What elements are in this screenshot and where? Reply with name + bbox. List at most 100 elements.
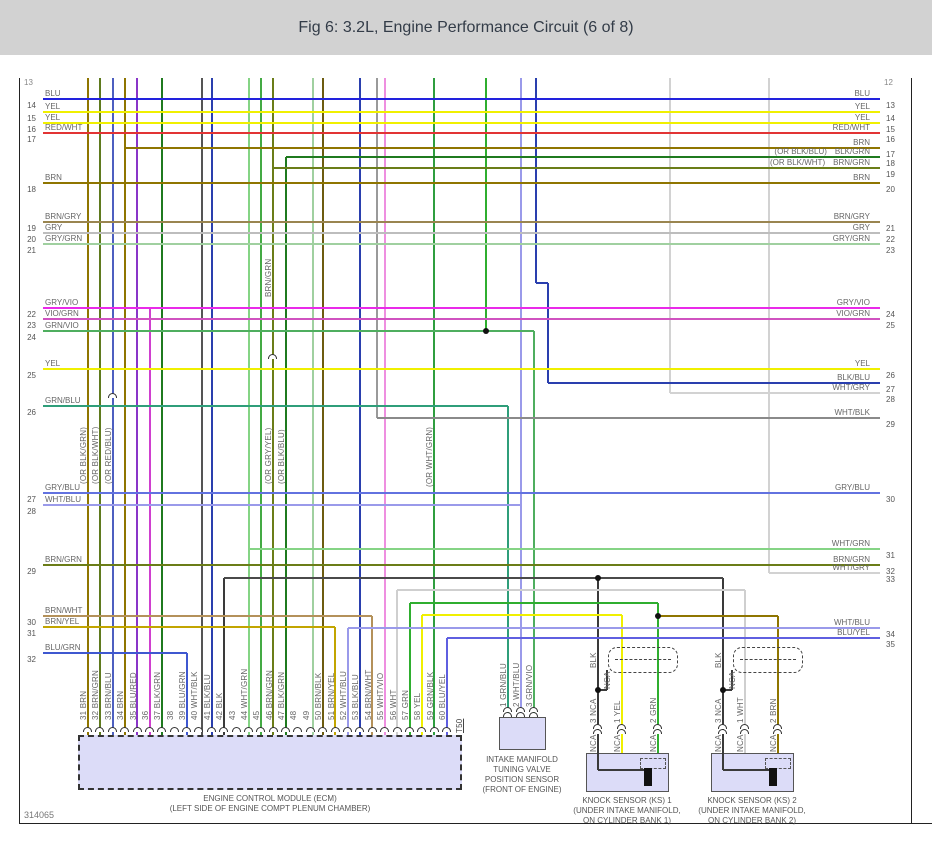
wire-sensor3-GRN/VIO <box>533 331 535 717</box>
wire-internal <box>722 753 724 770</box>
right-pin-wire-label: BRN <box>560 173 870 182</box>
right-pin-number: 33 <box>886 575 895 584</box>
wire-internal <box>723 769 769 771</box>
wire-sensor2-WHT/BLU <box>520 78 522 717</box>
right-pin-number: 18 <box>886 159 895 168</box>
rotated-wire-label: (OR BLK/GRN) <box>79 427 88 484</box>
rotated-wire-label: 3 NCA <box>589 698 598 723</box>
diagram-border-right <box>911 78 912 823</box>
left-pin-wire-label: BRN/YEL <box>45 617 79 626</box>
right-pin-wire-label: WHT/BLU <box>560 618 870 627</box>
right-pin-number: 34 <box>886 630 895 639</box>
right-pin-number: 16 <box>886 135 895 144</box>
ecm-pin-label: 33 BRN/BLU <box>104 672 113 720</box>
right-pin-number: 14 <box>886 114 895 123</box>
ecm-pin-label: 52 WHT/BLU <box>339 671 348 720</box>
ecm-pin-label: 47 BLK/GRN <box>277 672 286 720</box>
right-pin-number: 13 <box>886 101 895 110</box>
right-pin-wire-label: GRY <box>560 223 870 232</box>
right-pin-number: 25 <box>886 321 895 330</box>
rotated-wire-label: BLK <box>589 652 598 668</box>
rotated-wire-label: NCA <box>736 735 745 753</box>
left-pin-wire-label: BRN/WHT <box>45 606 82 615</box>
intake-sensor-box <box>499 717 546 750</box>
knock-sensor-2-caption-line: KNOCK SENSOR (KS) 2 <box>612 796 892 806</box>
ecm-pin-connector <box>95 727 104 732</box>
ecm-pin-connector <box>442 727 451 732</box>
right-pin-wire-label: GRY/BLU <box>560 483 870 492</box>
right-pin-wire-label: GRY/VIO <box>560 298 870 307</box>
sensor-pin-connector <box>516 712 525 717</box>
right-pin-wire-label: (OR BLK/WHT) BRN/GRN <box>560 158 870 167</box>
wire-GRN/BLU <box>43 405 508 407</box>
rotated-wire-label: (OR WHT/GRN) <box>425 427 434 487</box>
rotated-wire-label: 3 NCA <box>714 698 723 723</box>
diagram-code: 314065 <box>24 810 54 820</box>
ecm-pin-connector <box>281 727 290 732</box>
right-pin-number: 27 <box>886 385 895 394</box>
rotated-wire-label: NCA <box>728 672 737 690</box>
wire-BRN <box>43 182 880 184</box>
rotated-wire-label: NCA <box>589 735 598 753</box>
left-pin-number: 22 <box>20 310 36 319</box>
ecm-pin-label: 43 <box>228 711 237 720</box>
shield-dash <box>740 659 796 660</box>
left-pin-number: 21 <box>20 246 36 255</box>
left-pin-wire-label: YEL <box>45 113 60 122</box>
right-pin-number: 24 <box>886 310 895 319</box>
knock-sensor-2-caption-line: (UNDER INTAKE MANIFOLD, <box>612 806 892 816</box>
wire-GRN-riser <box>485 78 487 331</box>
left-pin-number: 19 <box>20 224 36 233</box>
right-pin-wire-label: RED/WHT <box>560 123 870 132</box>
left-pin-wire-label: BLU <box>45 89 61 98</box>
left-pin-number: 26 <box>20 408 36 417</box>
ecm-pin-connector <box>108 727 117 732</box>
left-pin-number: 24 <box>20 333 36 342</box>
wiring-diagram-page: Fig 6: 3.2L, Engine Performance Circuit … <box>0 0 932 845</box>
sensor-pin-connector <box>503 712 512 717</box>
ecm-pin-label: 59 GRN/BLK <box>426 672 435 720</box>
rotated-wire-label: (OR BLK/BLU) <box>277 429 286 484</box>
ecm-pin-connector <box>207 727 216 732</box>
left-pin-number: 30 <box>20 618 36 627</box>
ecm-pin-connector <box>232 727 241 732</box>
wire-YEL <box>43 368 880 370</box>
ecm-pin-connector <box>380 727 389 732</box>
sensor-pin-connector <box>529 712 538 717</box>
ecm-pin-label: 46 BRN/GRN <box>265 670 274 720</box>
left-pin-wire-label: GRY/GRN <box>45 234 82 243</box>
right-pin-number: 31 <box>886 551 895 560</box>
right-pin-wire-label: YEL <box>560 113 870 122</box>
ecm-pin-connector <box>256 727 265 732</box>
ecm-pin-label: 60 BLU/YEL <box>438 674 447 720</box>
diagram-canvas: (OR BLK/GRN)(OR BLK/WHT)(OR RED/BLU)BRN/… <box>0 0 932 845</box>
right-pin-wire-label: BRN <box>560 138 870 147</box>
left-pin-wire-label: GRN/VIO <box>45 321 79 330</box>
wire-GRN/VIO <box>43 330 534 332</box>
left-pin-number: 28 <box>20 507 36 516</box>
ecm-pin-connector <box>393 727 402 732</box>
junction-dot <box>595 687 601 693</box>
right-pin-number: 30 <box>886 495 895 504</box>
junction-dot <box>595 575 601 581</box>
ecm-pin-connector <box>170 727 179 732</box>
rotated-wire-label: 1 GRN/BLU <box>499 663 508 707</box>
ecm-pin-connector <box>306 727 315 732</box>
ecm-pin-label: 54 BRN/WHT <box>364 670 373 720</box>
ecm-pin-label: 48 <box>289 711 298 720</box>
right-pin-wire-label: WHT/GRN <box>560 539 870 548</box>
junction-dot <box>720 687 726 693</box>
left-pin-wire-label: GRN/BLU <box>45 396 81 405</box>
left-pin-wire-label: YEL <box>45 359 60 368</box>
right-pin-wire-label: BLU/YEL <box>560 628 870 637</box>
ecm-pin-connector <box>318 727 327 732</box>
right-pin-wire-label: WHT/GRY <box>560 563 870 572</box>
ecm-pin-label: 31 BRN <box>79 691 88 720</box>
right-pin-number: 17 <box>886 150 895 159</box>
ecm-pin-label: 53 BLK/BLU <box>351 674 360 720</box>
ecm-pin-label: 40 WHT/BLK <box>190 671 199 720</box>
ecm-pin-label: 34 BRN <box>116 691 125 720</box>
wire-BLU/YEL <box>447 637 880 639</box>
ecm-pin-label: 36 <box>141 711 150 720</box>
right-pin-number: 35 <box>886 640 895 649</box>
